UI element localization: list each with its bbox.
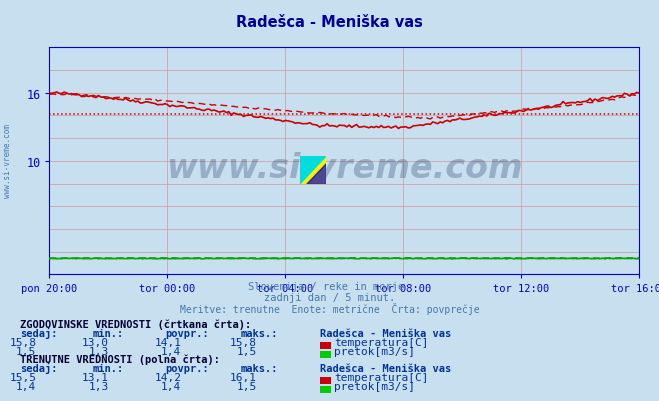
Text: sedaj:: sedaj: [20,327,57,338]
Text: 15,8: 15,8 [230,337,257,347]
Text: Slovenija / reke in morje.: Slovenija / reke in morje. [248,282,411,292]
Polygon shape [306,163,326,184]
Text: temperatura[C]: temperatura[C] [334,337,428,347]
Text: 14,2: 14,2 [154,372,181,382]
Text: TRENUTNE VREDNOSTI (polna črta):: TRENUTNE VREDNOSTI (polna črta): [20,354,219,364]
Text: Radešca - Meniška vas: Radešca - Meniška vas [320,363,451,373]
Polygon shape [300,156,326,184]
Text: Radešca - Meniška vas: Radešca - Meniška vas [236,15,423,30]
Text: maks.:: maks.: [241,363,278,373]
Text: sedaj:: sedaj: [20,363,57,373]
Text: 1,5: 1,5 [16,346,36,356]
Polygon shape [300,156,326,184]
Text: 1,4: 1,4 [161,381,181,391]
Text: 1,3: 1,3 [88,346,109,356]
Text: 1,3: 1,3 [88,381,109,391]
Text: min.:: min.: [92,328,123,338]
Text: 16,1: 16,1 [230,372,257,382]
Text: 13,1: 13,1 [82,372,109,382]
Text: 15,8: 15,8 [9,337,36,347]
Text: min.:: min.: [92,363,123,373]
Text: 14,1: 14,1 [154,337,181,347]
Text: 1,4: 1,4 [161,346,181,356]
Text: 13,0: 13,0 [82,337,109,347]
Text: 1,5: 1,5 [237,381,257,391]
Text: pretok[m3/s]: pretok[m3/s] [334,381,415,391]
Text: maks.:: maks.: [241,328,278,338]
Text: povpr.:: povpr.: [165,363,208,373]
Text: www.si-vreme.com: www.si-vreme.com [166,152,523,184]
Text: 15,5: 15,5 [9,372,36,382]
Text: Radešca - Meniška vas: Radešca - Meniška vas [320,328,451,338]
Text: 1,5: 1,5 [237,346,257,356]
Text: povpr.:: povpr.: [165,328,208,338]
Text: pretok[m3/s]: pretok[m3/s] [334,346,415,356]
Text: temperatura[C]: temperatura[C] [334,372,428,382]
Text: 1,4: 1,4 [16,381,36,391]
Text: zadnji dan / 5 minut.: zadnji dan / 5 minut. [264,293,395,303]
Text: www.si-vreme.com: www.si-vreme.com [3,124,13,197]
Text: ZGODOVINSKE VREDNOSTI (črtkana črta):: ZGODOVINSKE VREDNOSTI (črtkana črta): [20,318,251,329]
Text: Meritve: trenutne  Enote: metrične  Črta: povprečje: Meritve: trenutne Enote: metrične Črta: … [180,302,479,314]
